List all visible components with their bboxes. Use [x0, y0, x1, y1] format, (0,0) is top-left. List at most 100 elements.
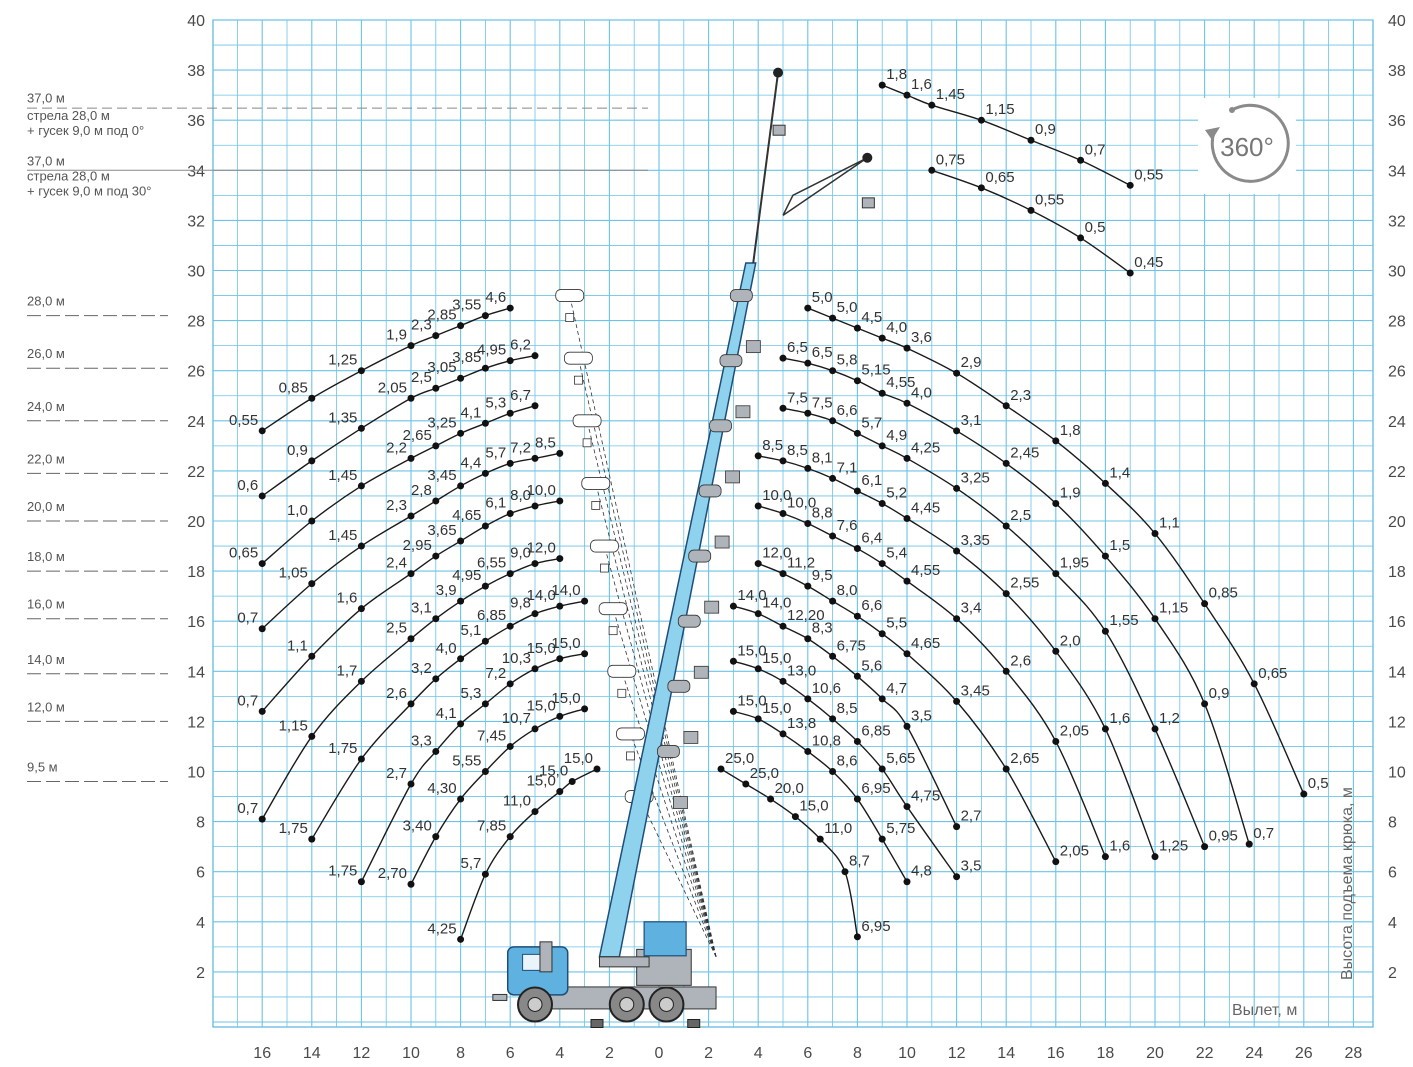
- x-tick-label: 4: [754, 1045, 763, 1062]
- load-value-label: 7,45: [477, 727, 506, 744]
- y-tick-label-left: 40: [187, 13, 205, 30]
- x-tick-label: 22: [1196, 1045, 1214, 1062]
- load-value-label: 2,05: [1060, 722, 1089, 739]
- y-tick-label-left: 6: [196, 865, 205, 882]
- load-point: [259, 625, 266, 632]
- load-point: [904, 515, 911, 522]
- load-value-label: 4,25: [911, 439, 940, 456]
- load-point: [556, 713, 563, 720]
- load-value-label: 4,4: [461, 454, 482, 471]
- load-point: [730, 603, 737, 610]
- load-value-label: 4,75: [911, 788, 940, 805]
- load-value-label: 1,0: [287, 502, 308, 519]
- load-point: [432, 675, 439, 682]
- load-point: [457, 538, 464, 545]
- y-tick-label-right: 28: [1388, 314, 1406, 331]
- load-point: [718, 765, 725, 772]
- load-point: [904, 723, 911, 730]
- load-value-label: 5,6: [861, 657, 882, 674]
- load-point: [569, 778, 576, 785]
- load-value-label: 1,7: [337, 662, 358, 679]
- load-point: [581, 598, 588, 605]
- load-value-label: 0,7: [1253, 825, 1274, 842]
- y-tick-label-left: 12: [187, 714, 205, 731]
- load-point: [408, 635, 415, 642]
- x-tick-label: 20: [1146, 1045, 1164, 1062]
- load-value-label: 1,9: [1060, 484, 1081, 501]
- load-point: [482, 768, 489, 775]
- load-point: [457, 796, 464, 803]
- load-point: [879, 695, 886, 702]
- load-point: [829, 653, 836, 660]
- load-value-label: 4,7: [886, 680, 907, 697]
- load-value-label: 6,1: [861, 472, 882, 489]
- load-value-label: 2,6: [386, 685, 407, 702]
- load-value-label: 14,0: [551, 582, 580, 599]
- boom-length-label: 12,0 м: [27, 699, 65, 714]
- load-value-label: 1,25: [328, 352, 357, 369]
- x-tick-label: 14: [997, 1045, 1015, 1062]
- load-value-label: 3,45: [427, 467, 456, 484]
- load-point: [482, 420, 489, 427]
- load-point: [532, 725, 539, 732]
- load-value-label: 0,5: [1308, 775, 1329, 792]
- load-value-label: 7,1: [837, 459, 858, 476]
- load-point: [804, 410, 811, 417]
- load-point: [854, 545, 861, 552]
- load-value-label: 5,3: [461, 685, 482, 702]
- load-value-label: 20,0: [775, 780, 804, 797]
- load-point: [1003, 765, 1010, 772]
- load-point: [953, 370, 960, 377]
- load-value-label: 6,55: [477, 555, 506, 572]
- load-value-label: 0,55: [1035, 191, 1064, 208]
- load-point: [879, 500, 886, 507]
- load-point: [507, 623, 514, 630]
- load-point: [432, 748, 439, 755]
- load-point: [780, 678, 787, 685]
- x-tick-label: 10: [898, 1045, 916, 1062]
- load-point: [1152, 853, 1159, 860]
- load-point: [308, 395, 315, 402]
- load-point: [879, 335, 886, 342]
- load-point: [953, 873, 960, 880]
- y-tick-label-right: 6: [1388, 865, 1397, 882]
- y-tick-label-left: 4: [196, 915, 205, 932]
- load-point: [879, 82, 886, 89]
- load-value-label: 0,9: [1209, 685, 1230, 702]
- load-point: [1246, 841, 1253, 848]
- load-value-label: 3,5: [911, 707, 932, 724]
- y-tick-label-right: 30: [1388, 264, 1406, 281]
- load-point: [829, 315, 836, 322]
- load-value-label: 4,1: [461, 404, 482, 421]
- load-point: [953, 698, 960, 705]
- load-value-label: 0,45: [1134, 254, 1163, 271]
- load-point: [408, 781, 415, 788]
- load-value-label: 1,6: [337, 590, 358, 607]
- load-value-label: 6,85: [861, 722, 890, 739]
- boom-length-label: + гусек 9,0 м под 0°: [27, 123, 144, 138]
- load-point: [767, 796, 774, 803]
- load-point: [1052, 858, 1059, 865]
- load-value-label: 1,15: [985, 101, 1014, 118]
- load-point: [829, 598, 836, 605]
- load-value-label: 4,8: [911, 863, 932, 880]
- y-tick-label-left: 8: [196, 815, 205, 832]
- load-point: [457, 375, 464, 382]
- x-tick-label: 2: [605, 1045, 614, 1062]
- load-point: [507, 570, 514, 577]
- y-tick-label-right: 2: [1388, 965, 1397, 982]
- load-point: [879, 765, 886, 772]
- load-point: [854, 613, 861, 620]
- load-point: [1003, 590, 1010, 597]
- load-value-label: 1,1: [1159, 515, 1180, 532]
- load-point: [482, 871, 489, 878]
- load-point: [854, 487, 861, 494]
- x-tick-label: 28: [1345, 1045, 1363, 1062]
- load-point: [904, 92, 911, 99]
- load-point: [817, 836, 824, 843]
- load-point: [842, 868, 849, 875]
- load-value-label: 3,55: [452, 297, 481, 314]
- load-point: [507, 460, 514, 467]
- load-point: [308, 653, 315, 660]
- load-point: [804, 360, 811, 367]
